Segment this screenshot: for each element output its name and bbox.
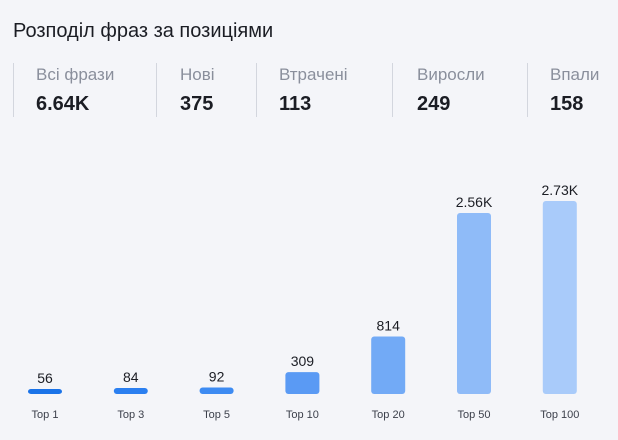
bar-value-label: 92 [209, 368, 225, 384]
bar-value-label: 309 [291, 353, 315, 369]
stat-label: Втрачені [279, 65, 348, 84]
stat-label: Виросли [417, 65, 485, 84]
bar-top-20[interactable] [371, 336, 406, 394]
bar-top-1[interactable] [28, 389, 62, 394]
x-tick-label: Top 10 [286, 409, 319, 421]
bar-value-label: 2.73K [542, 182, 579, 198]
stat-label: Всі фрази [36, 65, 115, 84]
bar-value-label: 814 [377, 317, 401, 333]
stats-row: Всі фрази 6.64K Нові 375 Втрачені 113 Ви… [13, 63, 613, 117]
widget-title: Розподіл фраз за позиціями [13, 20, 274, 42]
x-tick-label: Top 1 [32, 409, 59, 421]
stat-all-phrases[interactable]: Всі фрази 6.64K [13, 63, 156, 117]
stat-lost[interactable]: Втрачені 113 [256, 63, 392, 117]
x-tick-label: Top 100 [540, 409, 579, 421]
stat-label: Нові [180, 65, 215, 84]
stat-value: 6.64K [36, 93, 90, 115]
stat-value: 158 [550, 93, 584, 115]
bar-top-100[interactable] [542, 201, 577, 394]
x-tick-label: Top 3 [117, 409, 144, 421]
bar-value-label: 2.56K [456, 194, 493, 210]
bar-value-label: 56 [37, 370, 53, 386]
stat-value: 375 [180, 93, 214, 115]
x-tick-label: Top 20 [372, 409, 405, 421]
stat-grew[interactable]: Виросли 249 [392, 63, 527, 117]
stat-value: 249 [417, 93, 451, 115]
bar-top-3[interactable] [113, 388, 148, 394]
x-tick-label: Top 50 [457, 409, 490, 421]
stat-label: Впали [550, 65, 600, 84]
bar-top-50[interactable] [457, 213, 491, 394]
stat-new[interactable]: Нові 375 [156, 63, 256, 117]
stat-value: 113 [279, 93, 312, 115]
x-tick-label: Top 5 [203, 409, 230, 421]
stat-fell[interactable]: Впали 158 [527, 63, 613, 117]
bar-value-label: 84 [123, 369, 139, 385]
bar-top-5[interactable] [199, 387, 234, 394]
bar-top-10[interactable] [285, 372, 320, 394]
